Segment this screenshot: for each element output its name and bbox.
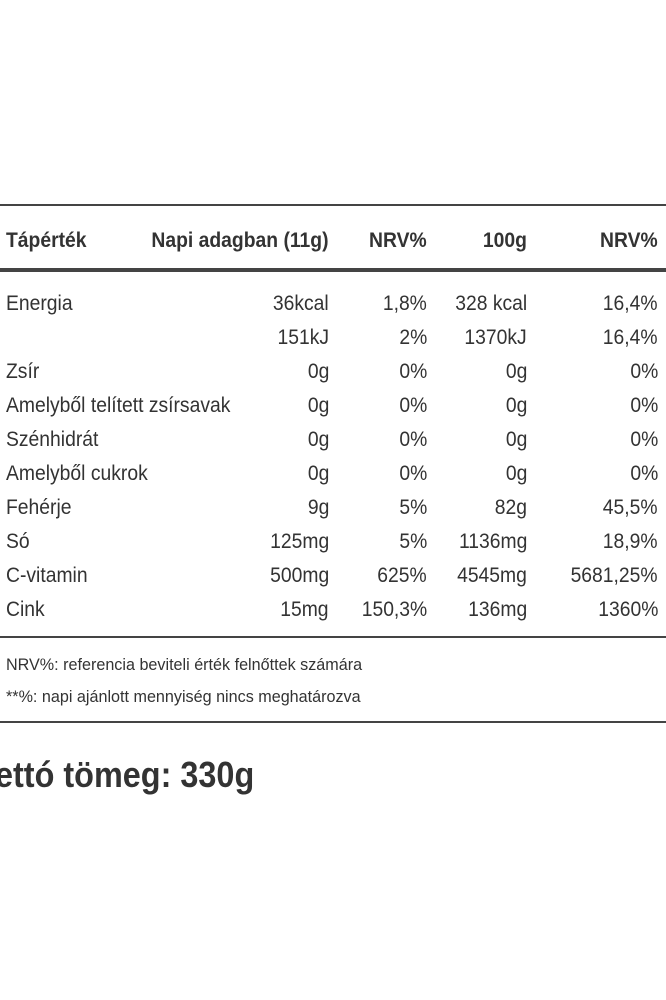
table-row: C-vitamin 500mg 625% 4545mg 5681,25% (0, 561, 666, 591)
table-row: Szénhidrát 0g 0% 0g 0% (0, 425, 666, 455)
cell-nrv-100g: 5681,25% (570, 564, 658, 587)
cell-nrv-serving: 5% (399, 496, 427, 519)
header-per-serving: Napi adagban (11g) (151, 229, 329, 252)
cell-nrv-100g: 0% (630, 360, 658, 383)
cell-nrv-serving: 5% (399, 530, 427, 553)
table-header: Tápérték Napi adagban (11g) NRV% 100g NR… (0, 226, 666, 256)
cell-nrv-100g: 16,4% (603, 292, 658, 315)
cell-per-serving: 125mg (269, 530, 329, 553)
table-top-rule (0, 204, 666, 206)
cell-per-100g: 0g (505, 394, 527, 417)
header-rule (0, 268, 666, 272)
cell-nutrient: Energia (6, 292, 73, 315)
net-weight: lettó tömeg: 330g (0, 754, 255, 795)
cell-nrv-serving: 0% (399, 394, 427, 417)
table-row: 151kJ 2% 1370kJ 16,4% (0, 323, 666, 353)
cell-per-100g: 1370kJ (464, 326, 527, 349)
cell-nrv-100g: 18,9% (603, 530, 658, 553)
cell-nrv-100g: 45,5% (603, 496, 658, 519)
table-row: Fehérje 9g 5% 82g 45,5% (0, 493, 666, 523)
cell-nrv-100g: 0% (630, 428, 658, 451)
cell-per-serving: 0g (307, 394, 329, 417)
cell-nrv-100g: 0% (630, 462, 658, 485)
cell-per-serving: 15mg (280, 598, 329, 621)
cell-nrv-serving: 1,8% (382, 292, 427, 315)
cell-per-serving: 0g (307, 428, 329, 451)
cell-per-serving: 500mg (269, 564, 329, 587)
header-nrv-serving: NRV% (369, 229, 427, 252)
footnote-rule (0, 721, 666, 723)
cell-per-serving: 0g (307, 360, 329, 383)
cell-nrv-serving: 2% (399, 326, 427, 349)
table-row: Energia 36kcal 1,8% 328 kcal 16,4% (0, 289, 666, 319)
footnote-unspecified: **%: napi ajánlott mennyiség nincs megha… (6, 687, 361, 706)
cell-nutrient: Cink (6, 598, 45, 621)
cell-per-serving: 9g (307, 496, 329, 519)
table-row: Amelyből telített zsírsavak 0g 0% 0g 0% (0, 391, 666, 421)
cell-per-100g: 1136mg (458, 530, 527, 553)
cell-per-100g: 136mg (467, 598, 527, 621)
cell-per-100g: 82g (494, 496, 527, 519)
cell-nutrient: Szénhidrát (6, 428, 99, 451)
cell-nrv-serving: 0% (399, 428, 427, 451)
cell-nrv-100g: 0% (630, 394, 658, 417)
cell-nutrient: C-vitamin (6, 564, 88, 587)
table-row: Só 125mg 5% 1136mg 18,9% (0, 527, 666, 557)
cell-nrv-serving: 0% (399, 462, 427, 485)
cell-per-100g: 4545mg (457, 564, 527, 587)
header-nrv-100g: NRV% (600, 229, 658, 252)
cell-per-serving: 36kcal (273, 292, 329, 315)
table-bottom-rule (0, 636, 666, 638)
cell-per-100g: 0g (505, 462, 527, 485)
cell-nrv-serving: 150,3% (361, 598, 427, 621)
cell-nutrient: Fehérje (6, 496, 72, 519)
table-row: Amelyből cukrok 0g 0% 0g 0% (0, 459, 666, 489)
cell-nutrient: Amelyből cukrok (6, 462, 148, 485)
cell-per-serving: 151kJ (277, 326, 329, 349)
header-per-100g: 100g (482, 229, 527, 252)
cell-nutrient: Só (6, 530, 30, 553)
cell-nrv-100g: 16,4% (603, 326, 658, 349)
cell-nutrient: Amelyből telített zsírsavak (6, 394, 231, 417)
cell-nrv-serving: 0% (399, 360, 427, 383)
header-nutrient: Tápérték (6, 229, 87, 252)
table-row: Zsír 0g 0% 0g 0% (0, 357, 666, 387)
cell-nrv-100g: 1360% (597, 598, 658, 621)
cell-nrv-serving: 625% (377, 564, 427, 587)
table-row: Cink 15mg 150,3% 136mg 1360% (0, 595, 666, 625)
cell-per-serving: 0g (307, 462, 329, 485)
footnote-nrv: NRV%: referencia beviteli érték felnőtte… (6, 655, 363, 674)
cell-nutrient: Zsír (6, 360, 40, 383)
cell-per-100g: 328 kcal (455, 292, 527, 315)
cell-per-100g: 0g (505, 360, 527, 383)
cell-per-100g: 0g (505, 428, 527, 451)
